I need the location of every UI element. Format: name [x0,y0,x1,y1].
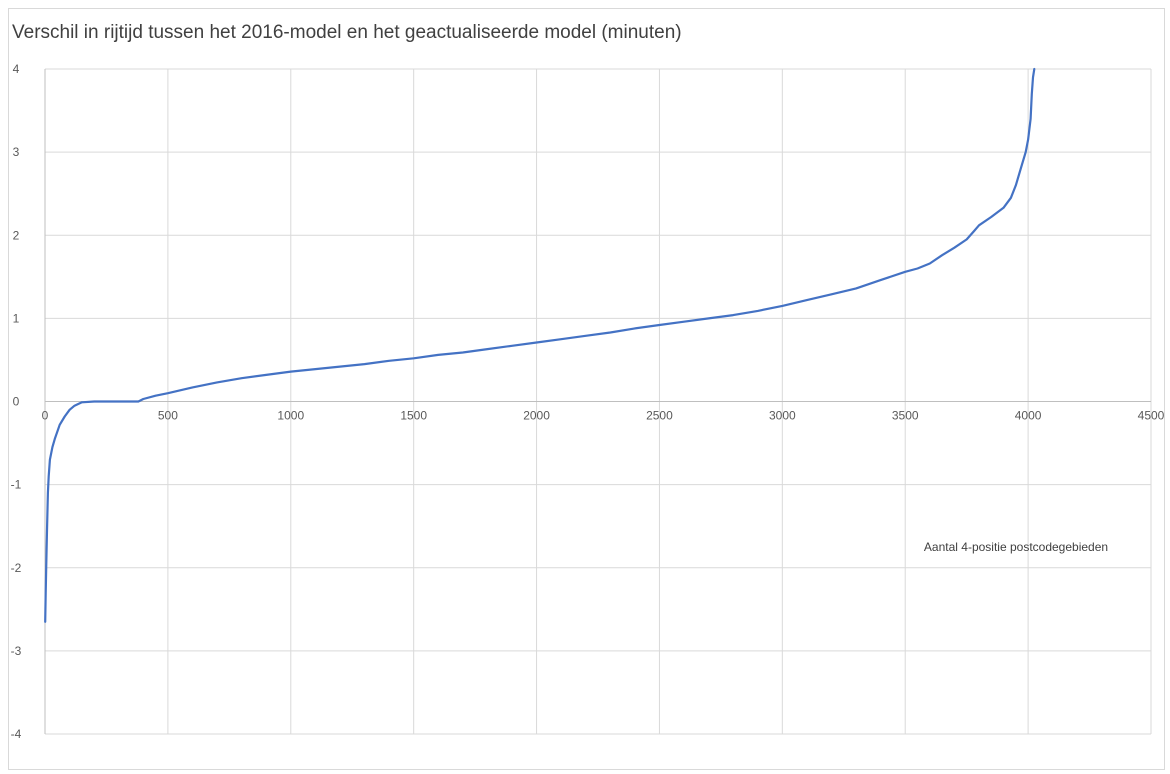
x-tick-label: 500 [158,409,178,423]
tick-labels: 0 500 1000 1500 2000 2500 3000 3500 4000 4500 -4 -3… [11,62,1165,741]
y-tick-label: -4 [11,727,22,741]
x-tick-label: 0 [42,409,49,423]
y-tick-label: 1 [13,311,20,325]
axes [44,69,1151,734]
x-tick-label: 3000 [769,409,796,423]
y-tick-label: -3 [11,644,22,658]
x-tick-label: 3500 [892,409,919,423]
series-line [44,67,1036,623]
x-tick-label: 2000 [523,409,550,423]
y-tick-label: 2 [13,228,20,242]
x-tick-label: 1500 [400,409,427,423]
chart-frame [8,8,1165,770]
y-tick-label: -2 [11,561,22,575]
y-tick-label: 0 [13,395,20,409]
x-tick-label: 4000 [1015,409,1042,423]
series-layer [44,67,1036,623]
annotation-text: Aantal 4-positie postcodegebieden [924,540,1108,554]
y-tick-label: 3 [13,145,20,159]
x-tick-label: 4500 [1138,409,1165,423]
y-tick-label: -1 [11,478,22,492]
chart-title: Verschil in rijtijd tussen het 2016-mode… [12,22,682,43]
x-tick-label: 2500 [646,409,673,423]
x-tick-label: 1000 [277,409,304,423]
y-tick-label: 4 [13,62,20,76]
